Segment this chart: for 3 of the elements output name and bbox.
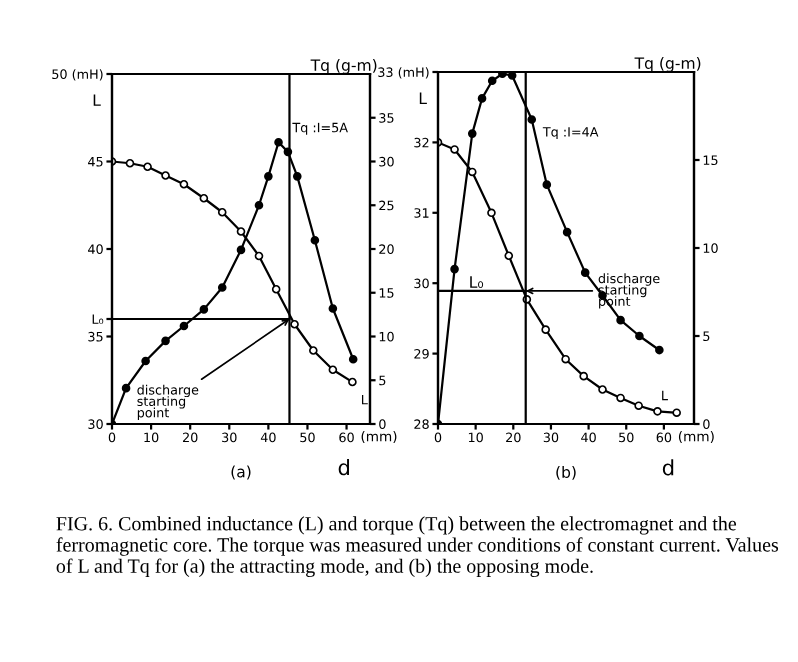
caption: FIG. 6. Combined inductance (L) and torque (Tq) between the electromagnet and the ferromagnetic core. The torque was measured under conditions of constant current. Values of L and Tq for (a) the attracting mode, and (b) the opposing mode. (56, 516, 779, 577)
x-axis-title: d (338, 459, 349, 476)
x-axis-title: d (662, 459, 674, 476)
